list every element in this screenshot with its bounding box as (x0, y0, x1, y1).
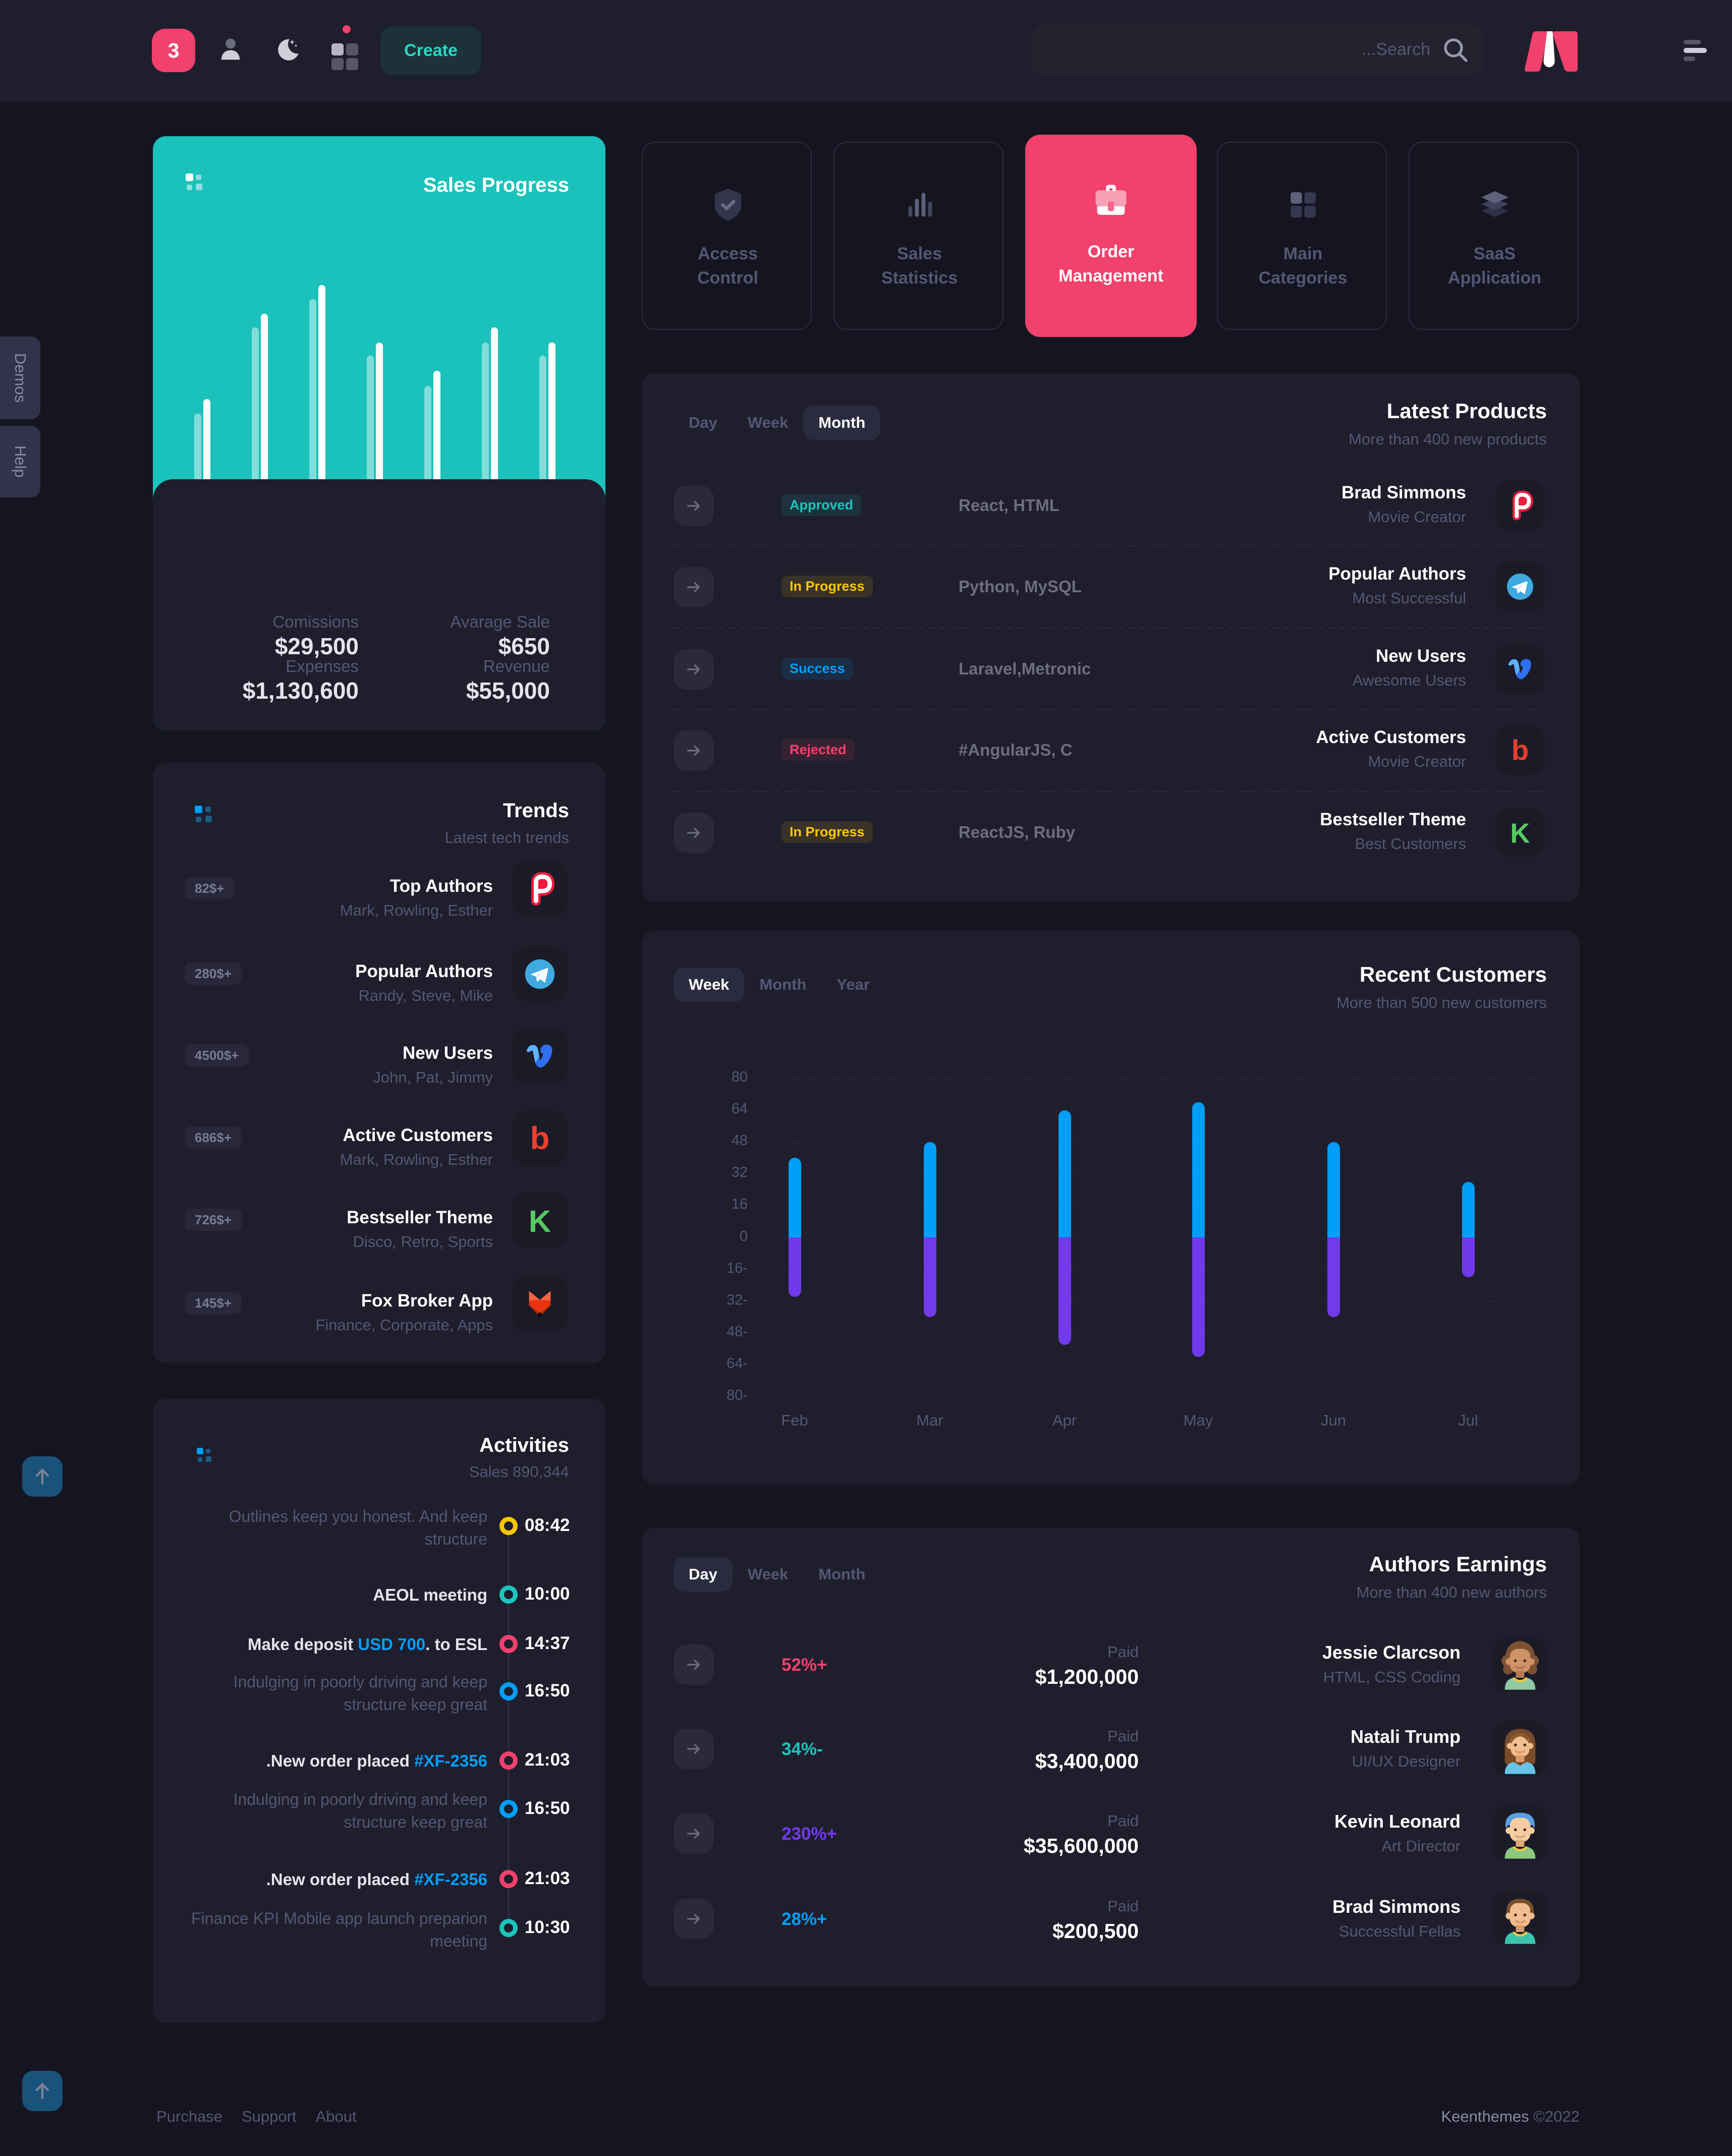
svg-text:K: K (529, 1204, 551, 1238)
svg-text:b: b (530, 1121, 550, 1156)
svg-text:K: K (1510, 818, 1530, 848)
svg-text:b: b (1512, 734, 1529, 766)
